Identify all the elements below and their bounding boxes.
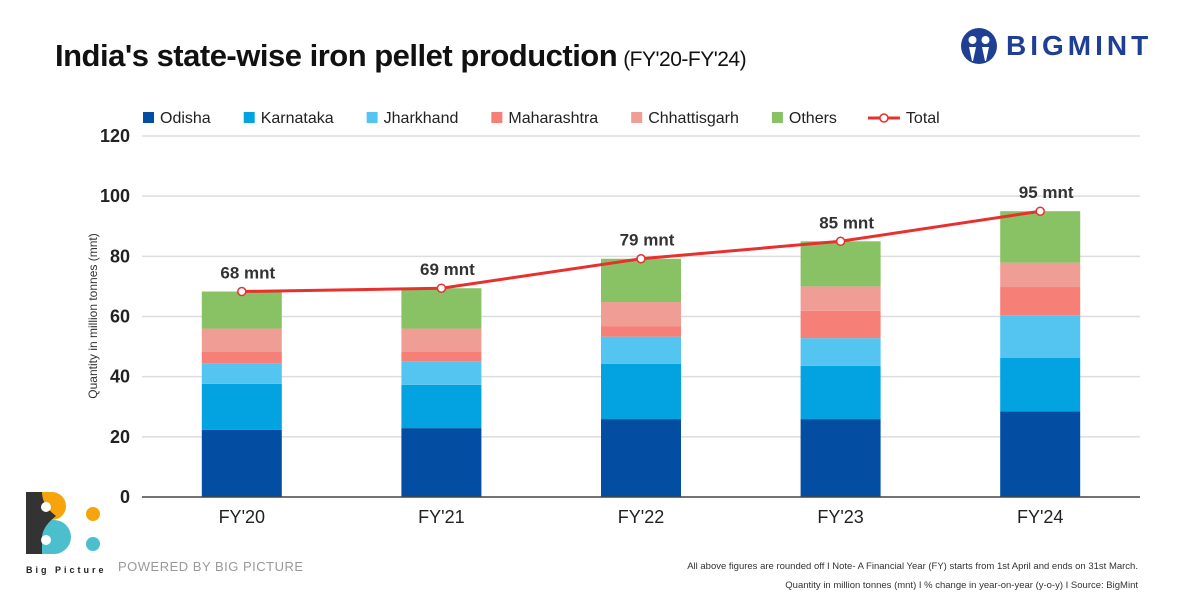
legend-label-chhattisgarh: Chhattisgarh [648, 110, 739, 127]
bar-chhattisgarh [800, 286, 881, 311]
bar-chhattisgarh [601, 302, 681, 327]
bar-karnataka [1000, 358, 1081, 412]
big-picture-logo-icon [26, 492, 100, 554]
x-tick-label: FY'23 [817, 507, 863, 527]
y-axis-label: Quantity in million tonnes (mnt) [86, 233, 100, 398]
footnote-2: Quantity in million tonnes (mnt) I % cha… [785, 580, 1138, 591]
total-data-label: 95 mnt [1019, 183, 1074, 202]
bar-others [601, 258, 681, 303]
bar-jharkhand [401, 361, 482, 385]
footnote-1: All above figures are rounded off I Note… [687, 561, 1138, 572]
legend-swatch-odisha [143, 112, 154, 123]
bar-karnataka [401, 384, 482, 429]
bar-odisha [601, 419, 681, 497]
x-tick-label: FY'24 [1017, 507, 1063, 527]
x-tick-label: FY'22 [618, 507, 664, 527]
y-tick-label: 120 [100, 126, 130, 146]
bar-maharashtra [201, 351, 282, 364]
bar-jharkhand [601, 336, 681, 364]
y-tick-label: 60 [110, 307, 130, 327]
bar-karnataka [201, 383, 282, 430]
y-tick-label: 40 [110, 367, 130, 387]
title-main: India's state-wise iron pellet productio… [55, 38, 618, 73]
legend-swatch-others [771, 112, 783, 123]
bar-karnataka [800, 365, 881, 420]
bar-karnataka [601, 363, 681, 420]
total-point [1035, 206, 1045, 216]
bar-maharashtra [800, 310, 881, 339]
bar-chhattisgarh [401, 328, 482, 352]
bar-chhattisgarh [1000, 262, 1081, 288]
legend-swatch-chhattisgarh [631, 112, 643, 123]
powered-by: POWERED BY BIG PICTURE [118, 559, 304, 574]
legend-label-maharashtra: Maharashtra [508, 110, 598, 127]
legend-label-karnataka: Karnataka [261, 110, 334, 127]
x-tick-label: FY'20 [219, 507, 265, 527]
total-point [636, 253, 646, 264]
x-tick-label: FY'21 [418, 507, 464, 527]
legend-label-odisha: Odisha [160, 110, 211, 127]
bar-odisha [1000, 411, 1081, 497]
total-point [835, 236, 846, 247]
bar-maharashtra [601, 326, 681, 337]
total-point [237, 286, 247, 297]
bigmint-logo-icon [961, 28, 997, 64]
bar-jharkhand [201, 363, 282, 384]
y-tick-label: 80 [110, 246, 130, 266]
legend-label-total: Total [906, 110, 940, 127]
total-point [436, 283, 447, 293]
y-tick-label: 100 [100, 186, 130, 206]
bar-others [201, 291, 282, 329]
title-sub: (FY'20-FY'24) [623, 48, 747, 71]
legend-label-others: Others [789, 110, 837, 127]
bar-jharkhand [1000, 315, 1081, 359]
bar-others [800, 241, 881, 287]
logo-text: Big Picture [26, 565, 107, 575]
bar-maharashtra [1000, 287, 1081, 316]
legend-swatch-karnataka [243, 112, 255, 123]
legend-label-jharkhand: Jharkhand [384, 110, 459, 127]
bar-odisha [201, 429, 282, 497]
chart-title: India's state-wise iron pellet productio… [55, 38, 747, 74]
bar-maharashtra [401, 351, 482, 362]
big-picture-logo [24, 492, 104, 569]
total-data-label: 68 mnt [220, 264, 275, 283]
y-tick-label: 20 [110, 427, 130, 447]
bar-odisha [800, 419, 881, 497]
bigmint-logo: BIGMINT [960, 27, 1152, 65]
bar-odisha [401, 428, 482, 497]
legend-swatch-maharashtra [491, 112, 503, 123]
bar-others [1000, 211, 1081, 263]
brand-name: BIGMINT [1006, 30, 1153, 61]
total-data-label: 85 mnt [819, 213, 874, 232]
bar-chhattisgarh [201, 328, 282, 352]
legend-marker-total [879, 113, 889, 123]
bar-others [401, 288, 482, 329]
bar-jharkhand [800, 338, 881, 366]
total-data-label: 79 mnt [620, 231, 675, 250]
y-tick-label: 0 [120, 487, 130, 507]
legend-swatch-jharkhand [366, 112, 378, 123]
total-data-label: 69 mnt [420, 260, 475, 279]
